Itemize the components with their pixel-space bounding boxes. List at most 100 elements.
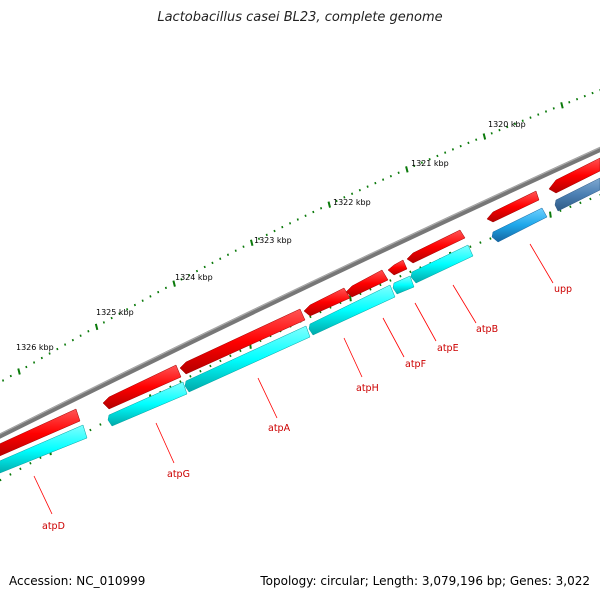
ruler-minor-tick xyxy=(521,119,524,122)
gene-arrow-upp-extra[interactable] xyxy=(548,157,600,194)
ruler-minor-tick xyxy=(343,196,346,199)
ruler-minor-tick xyxy=(281,225,284,229)
ruler-label: 1322 kbp xyxy=(333,198,371,207)
ruler-minor-tick xyxy=(335,199,338,203)
genome-summary-text: Topology: circular; Length: 3,079,196 bp… xyxy=(260,574,590,588)
ruler-minor-tick xyxy=(64,343,67,346)
ruler-minor-tick xyxy=(234,249,237,252)
leader-line-atpF xyxy=(382,317,405,358)
cds-bar-atpB[interactable] xyxy=(410,244,474,284)
ruler-ticks xyxy=(0,89,600,482)
gene-label-atpF[interactable]: atpF xyxy=(405,359,426,370)
gene-arrow-atpB[interactable] xyxy=(406,229,466,264)
leader-line-atpG xyxy=(155,422,175,464)
ruler-minor-tick xyxy=(71,338,74,342)
ruler-minor-tick xyxy=(444,151,447,154)
inner-minor-tick xyxy=(569,205,572,209)
ruler-minor-tick xyxy=(575,97,579,101)
ruler-minor-tick xyxy=(366,185,369,188)
gene-arrow-atpD[interactable] xyxy=(0,408,81,458)
inner-minor-tick xyxy=(89,428,92,432)
ruler-minor-tick xyxy=(288,222,292,225)
ruler-minor-tick xyxy=(195,269,199,273)
ruler-major-tick xyxy=(482,133,487,140)
inner-minor-tick xyxy=(229,354,232,358)
ruler-minor-tick xyxy=(180,278,183,281)
gene-arrow-atpA[interactable] xyxy=(179,308,306,375)
ruler-label: 1325 kbp xyxy=(96,308,134,317)
cds-bar-upp[interactable] xyxy=(491,207,548,243)
gene-label-atpH[interactable]: atpH xyxy=(356,383,379,394)
ruler-minor-tick xyxy=(257,237,261,241)
ruler-minor-tick xyxy=(273,229,276,233)
inner-minor-tick xyxy=(399,274,402,278)
ruler-label: 1324 kbp xyxy=(175,273,213,282)
inner-minor-tick xyxy=(219,359,222,363)
cds-bar-atpA[interactable] xyxy=(184,325,311,393)
gene-arrow-atpG[interactable] xyxy=(102,364,182,410)
ruler-minor-tick xyxy=(110,316,113,320)
leader-line-atpE xyxy=(414,302,437,342)
gene-arrow-atpF[interactable] xyxy=(345,269,389,298)
ruler-label: 1323 kbp xyxy=(254,236,292,245)
gene-arrow-atpH[interactable] xyxy=(303,287,351,317)
ruler-labels: 1320 kbp 1321 kbp 1322 kbp 1323 kbp 1324… xyxy=(16,120,526,352)
gene-label-atpE[interactable]: atpE xyxy=(437,343,459,354)
gene-label-atpD[interactable]: atpD xyxy=(42,521,65,532)
ruler-minor-tick xyxy=(87,330,90,333)
ruler-minor-tick xyxy=(451,148,454,151)
leader-lines xyxy=(33,243,554,515)
inner-minor-tick xyxy=(479,241,482,244)
ruler-minor-tick xyxy=(591,91,594,95)
ruler-major-tick xyxy=(172,280,176,287)
genome-backbone-highlight xyxy=(0,146,600,435)
ruler-minor-tick xyxy=(126,308,129,311)
ruler-minor-tick xyxy=(475,138,478,141)
ruler-minor-tick xyxy=(568,101,571,104)
ruler-minor-tick xyxy=(9,374,12,378)
ruler-minor-tick xyxy=(358,188,361,192)
ruler-minor-tick xyxy=(157,290,160,294)
ruler-minor-tick xyxy=(1,379,5,382)
gene-track xyxy=(0,157,600,458)
cds-bar-atpG[interactable] xyxy=(107,381,188,427)
inner-major-tick xyxy=(349,295,352,302)
gene-label-atpB[interactable]: atpB xyxy=(476,324,498,335)
ruler-minor-tick xyxy=(133,303,136,307)
cds-bar-atpD[interactable] xyxy=(0,424,88,475)
inner-minor-tick xyxy=(9,473,12,476)
ruler-minor-tick xyxy=(552,107,555,110)
gene-label-atpG[interactable]: atpG xyxy=(167,469,190,480)
ruler-minor-tick xyxy=(226,253,230,256)
cds-bar-atpE[interactable] xyxy=(392,275,415,295)
inner-minor-tick xyxy=(99,423,102,426)
cds-bar-steel[interactable] xyxy=(554,177,600,212)
ruler-minor-tick xyxy=(420,161,423,164)
ruler-major-tick xyxy=(17,368,21,375)
map-title: Lactobacillus casei BL23, complete genom… xyxy=(157,10,443,25)
cds-bar-atpFH[interactable] xyxy=(308,284,396,336)
gene-arrow-atpE[interactable] xyxy=(387,259,408,276)
ruler-minor-tick xyxy=(118,312,121,315)
ruler-minor-tick xyxy=(219,257,222,260)
gene-label-upp[interactable]: upp xyxy=(554,284,572,295)
inner-minor-tick xyxy=(189,375,192,378)
ruler-minor-tick xyxy=(529,116,532,119)
ruler-major-tick xyxy=(249,239,254,246)
inner-minor-tick xyxy=(19,467,22,471)
inner-minor-tick xyxy=(469,245,472,248)
gene-arrow-upp[interactable] xyxy=(486,190,540,223)
leader-line-atpH xyxy=(343,337,363,378)
ruler-minor-tick xyxy=(320,207,323,210)
ruler-minor-tick xyxy=(312,210,315,214)
ruler-minor-tick xyxy=(56,347,59,351)
ruler-major-tick xyxy=(327,201,331,208)
inner-minor-tick xyxy=(589,197,592,201)
inner-minor-tick xyxy=(239,349,242,353)
ruler-minor-tick xyxy=(506,125,509,129)
ruler-minor-tick xyxy=(413,164,416,168)
gene-label-atpA[interactable]: atpA xyxy=(268,423,291,434)
ruler-minor-tick xyxy=(436,154,439,158)
inner-minor-tick xyxy=(179,380,182,383)
